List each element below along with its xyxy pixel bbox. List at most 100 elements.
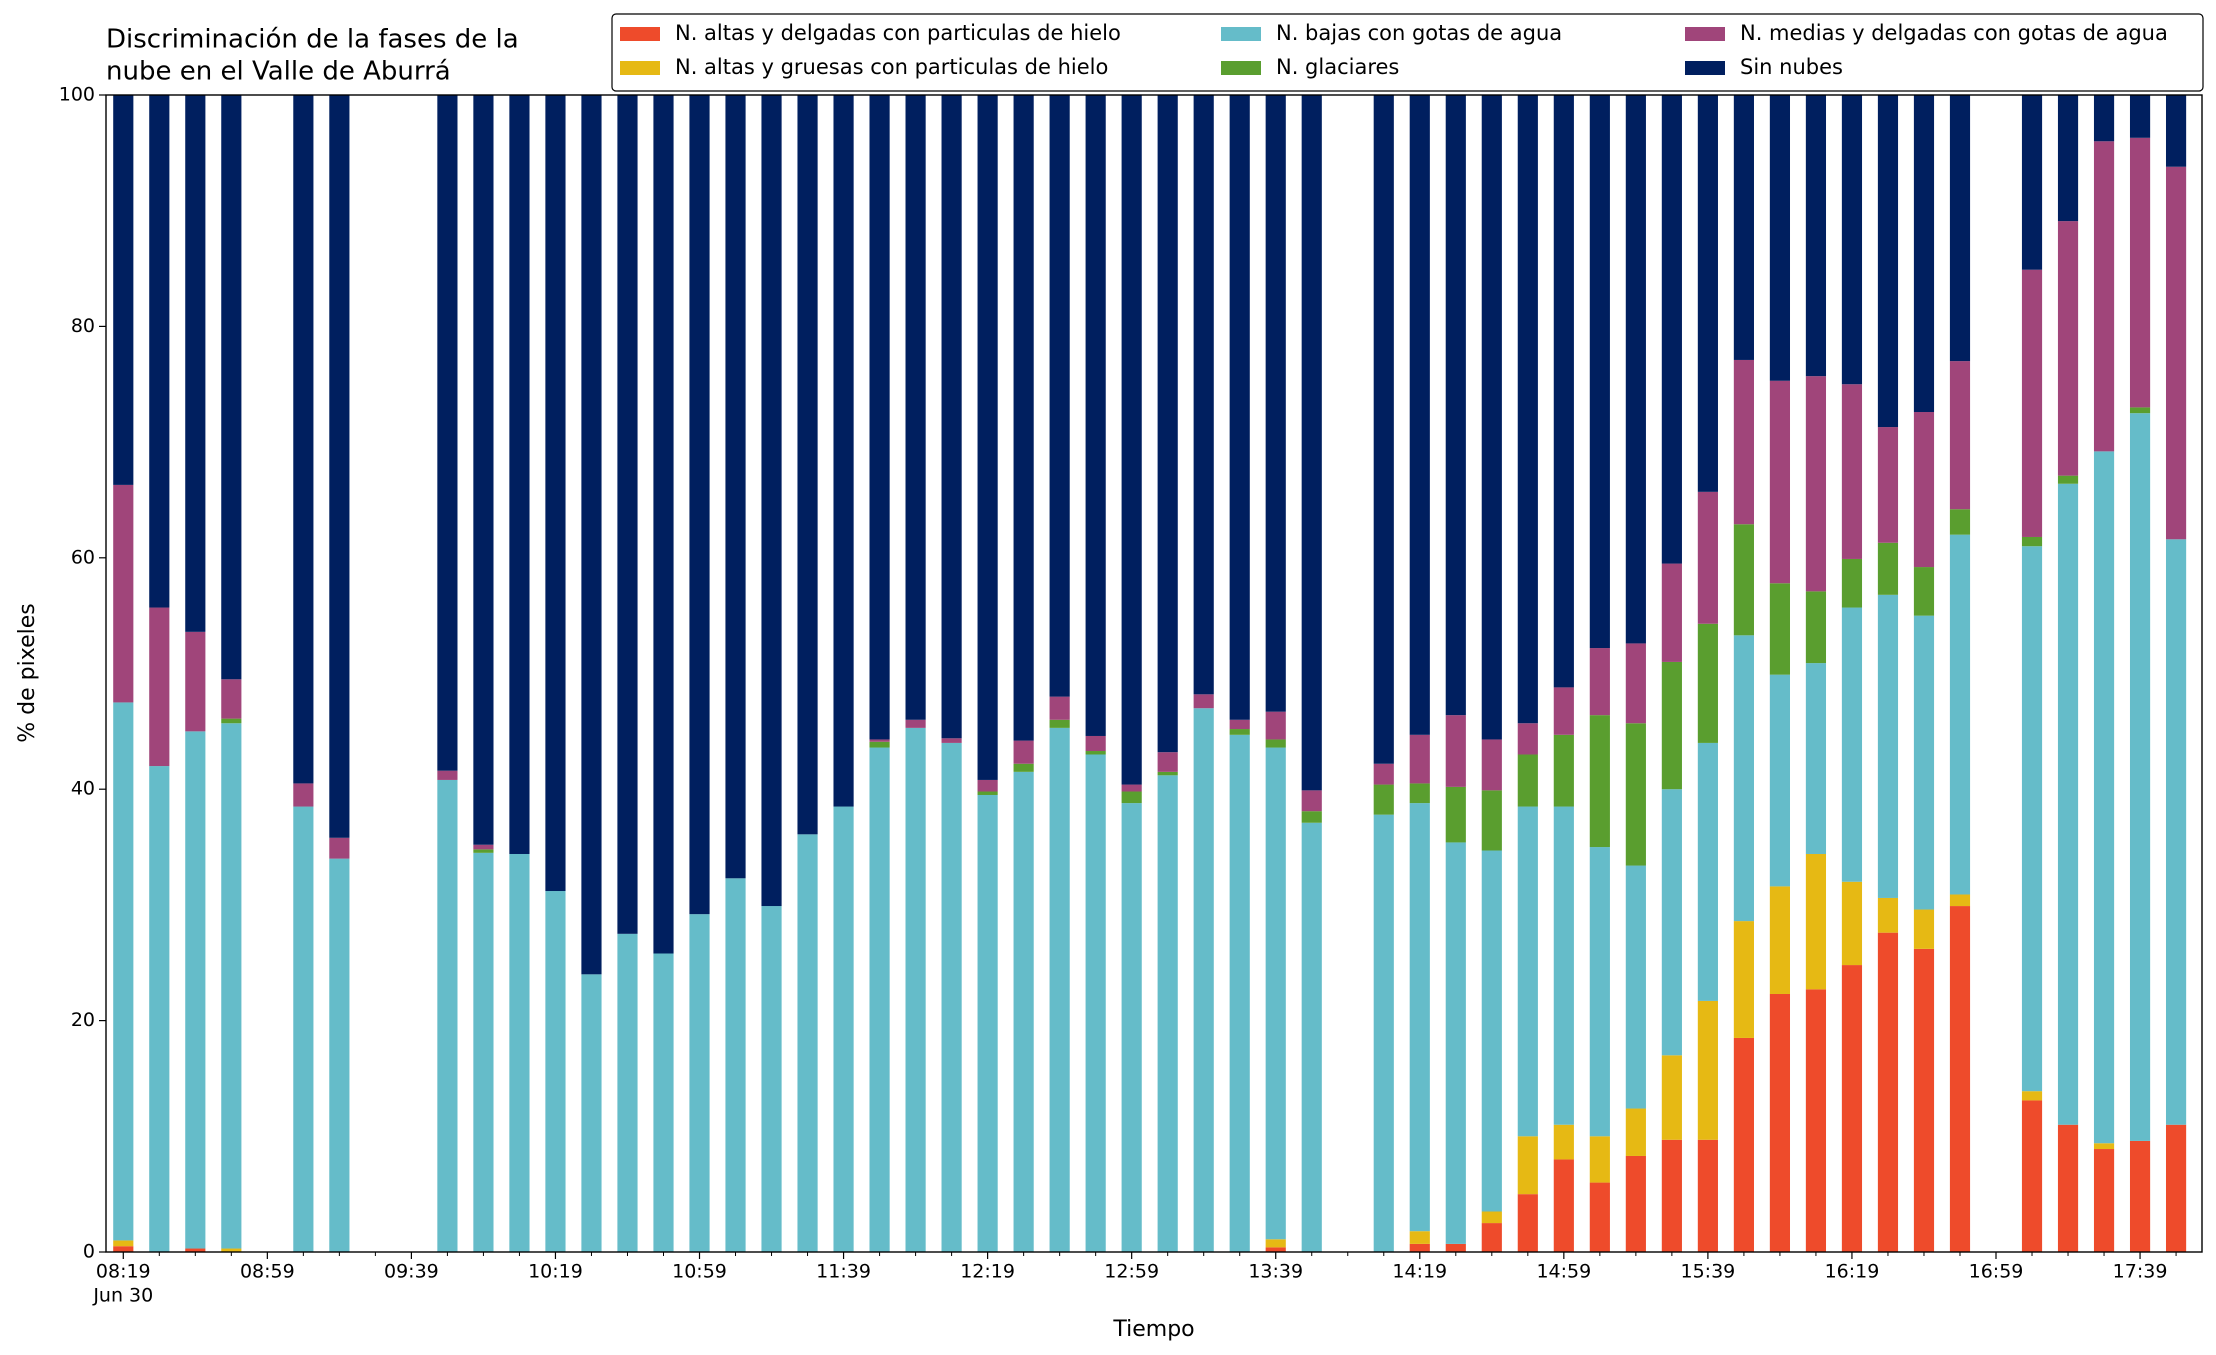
bar-segment — [1841, 965, 1863, 1252]
bar-segment — [653, 953, 674, 1252]
bar-segment — [1697, 95, 1718, 492]
x-tick-label: 09:39 — [384, 1261, 439, 1283]
bar-segment — [1517, 806, 1538, 1137]
bar-segment — [1481, 1223, 1502, 1252]
bar-segment — [1733, 359, 1754, 525]
bar-segment — [977, 779, 998, 792]
bar-segment — [1517, 95, 1538, 724]
legend-swatch — [1685, 61, 1725, 75]
x-date-label: Jun 30 — [92, 1285, 153, 1307]
bar-segment — [2021, 1100, 2043, 1252]
bar-segment — [1661, 661, 1682, 790]
bar-segment — [1517, 754, 1538, 807]
bar-segment — [1877, 594, 1899, 898]
bar-segment — [1013, 763, 1034, 772]
x-tick-label: 14:59 — [1536, 1261, 1591, 1283]
bar-segment — [1301, 95, 1322, 791]
legend-swatch — [1221, 27, 1261, 41]
bar-segment — [1805, 591, 1827, 664]
bar-segment — [1193, 95, 1214, 695]
bar-segment — [437, 770, 458, 780]
bar-segment — [2129, 137, 2151, 408]
bar-segment — [2129, 413, 2151, 1141]
bar-segment — [1949, 95, 1971, 362]
bar-segment — [1625, 1155, 1646, 1252]
bar-segment — [1841, 607, 1863, 882]
y-tick-label: 100 — [59, 84, 95, 106]
bar-segment — [1157, 95, 1178, 753]
legend-label: N. altas y delgadas con particulas de hi… — [675, 21, 1121, 45]
legend-label: N. altas y gruesas con particulas de hie… — [675, 55, 1108, 79]
bar-segment — [1805, 95, 1827, 377]
bar-segment — [1949, 894, 1971, 907]
plot-frame — [105, 94, 2203, 1253]
bar-segment — [473, 852, 494, 1252]
bar-segment — [2093, 95, 2115, 142]
x-tick-label: 17:39 — [2113, 1261, 2168, 1283]
bar-segment — [1409, 1231, 1430, 1244]
x-tick-label: 08:59 — [240, 1261, 295, 1283]
bar-segment — [941, 95, 962, 739]
bar-segment — [1193, 708, 1214, 1252]
bar-segment — [1049, 719, 1070, 728]
bar-segment — [1769, 674, 1791, 887]
legend-swatch — [1221, 61, 1261, 75]
bar-segment — [2093, 1149, 2115, 1252]
bar-segment — [1553, 687, 1574, 735]
x-tick-label: 10:59 — [672, 1261, 727, 1283]
bar-segment — [1157, 775, 1178, 1252]
bar-segment — [1409, 734, 1430, 784]
bar-segment — [1949, 534, 1971, 895]
bar-segment — [1913, 615, 1935, 910]
bar-segment — [1301, 811, 1322, 823]
bar-segment — [725, 95, 746, 879]
bar-segment — [581, 974, 602, 1252]
bar-segment — [1265, 1239, 1286, 1248]
bar-segment — [1049, 696, 1070, 720]
bar-segment — [1481, 790, 1502, 851]
bar-segment — [1013, 740, 1034, 764]
bar-segment — [221, 679, 242, 719]
bar-segment — [1481, 95, 1502, 740]
bar-segment — [1661, 1055, 1682, 1140]
bar-segment — [1877, 427, 1899, 543]
bar-segment — [1949, 906, 1971, 1252]
bar-segment — [1373, 763, 1394, 785]
bar-segment — [1877, 897, 1899, 933]
bar-segment — [1409, 803, 1430, 1232]
bar-segment — [2129, 95, 2151, 138]
bar-segment — [1661, 563, 1682, 662]
bar-segment — [1373, 814, 1394, 1252]
bar-segment — [1265, 711, 1286, 740]
bar-segment — [1841, 558, 1863, 608]
bar-segment — [977, 791, 998, 795]
bar-segment — [293, 95, 314, 784]
bar-segment — [1877, 95, 1899, 428]
bar-segment — [1697, 1000, 1718, 1140]
bar-segment — [1805, 663, 1827, 854]
bar-segment — [221, 723, 242, 1249]
bar-segment — [1697, 742, 1718, 1001]
bar-segment — [581, 95, 602, 975]
bar-segment — [1769, 95, 1791, 381]
bar-segment — [509, 95, 530, 854]
bar-segment — [1913, 948, 1935, 1252]
bar-segment — [1769, 993, 1791, 1252]
bar-segment — [797, 834, 818, 1252]
bar-segment — [329, 95, 350, 838]
bar-segment — [1121, 95, 1142, 785]
bar-segment — [1445, 95, 1466, 716]
bar-segment — [1553, 734, 1574, 807]
bar-segment — [1589, 1182, 1610, 1252]
bar-segment — [1553, 1124, 1574, 1160]
bar-segment — [689, 914, 710, 1252]
bar-segment — [1085, 754, 1106, 1252]
x-axis-label: Tiempo — [1112, 1317, 1194, 1342]
bar-segment — [905, 727, 926, 1252]
bar-segment — [1373, 95, 1394, 764]
bar-segment — [113, 1240, 134, 1247]
bar-segment — [2129, 407, 2151, 414]
bar-segment — [1553, 95, 1574, 688]
bar-segment — [869, 739, 890, 742]
bar-segment — [473, 844, 494, 850]
